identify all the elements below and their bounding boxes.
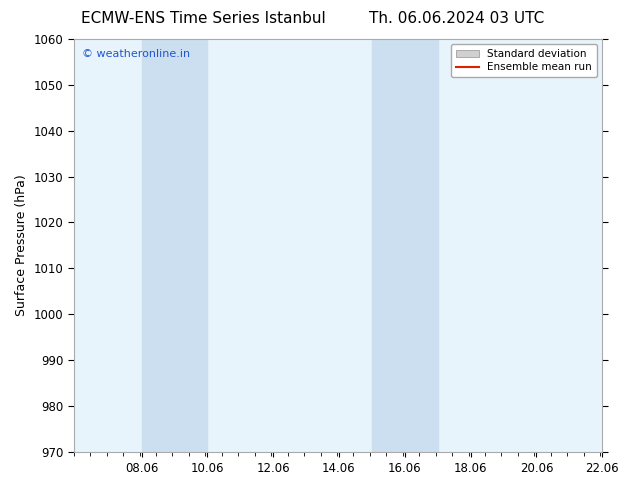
Bar	[141, 39, 207, 452]
Bar	[372, 39, 437, 452]
Text: © weatheronline.in: © weatheronline.in	[82, 49, 190, 59]
Text: Th. 06.06.2024 03 UTC: Th. 06.06.2024 03 UTC	[369, 11, 544, 26]
Legend: Standard deviation, Ensemble mean run: Standard deviation, Ensemble mean run	[451, 44, 597, 77]
Y-axis label: Surface Pressure (hPa): Surface Pressure (hPa)	[15, 174, 28, 317]
Text: ECMW-ENS Time Series Istanbul: ECMW-ENS Time Series Istanbul	[81, 11, 325, 26]
